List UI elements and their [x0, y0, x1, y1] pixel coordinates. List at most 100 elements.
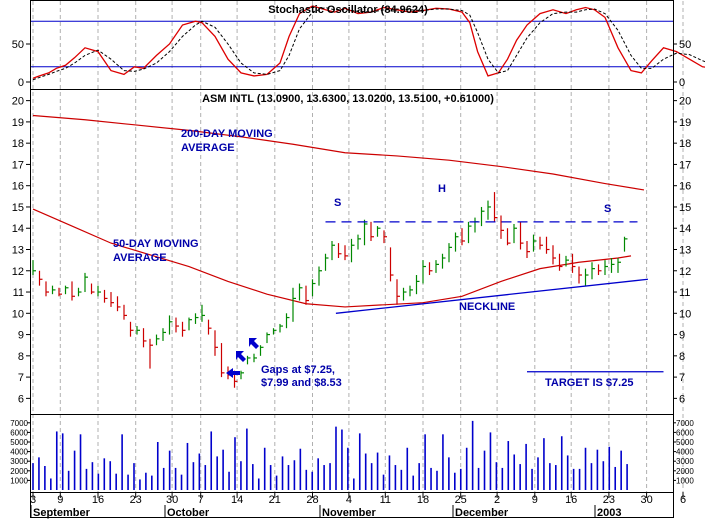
price-bar: [415, 275, 420, 295]
moving-average-line: [32, 114, 645, 191]
price-bar: [402, 287, 407, 301]
price-bar: [51, 285, 56, 295]
price-bar: [266, 332, 270, 344]
price-bar: [311, 279, 316, 297]
x-tick-label: 23: [603, 494, 615, 506]
y-tick-label: 7: [679, 372, 685, 384]
y-tick-label: 11: [679, 287, 690, 299]
price-bar: [259, 345, 264, 356]
price-bar: [71, 281, 75, 301]
left-shoulder-label: S: [334, 197, 341, 209]
price-bar: [422, 260, 426, 284]
neckline-line: [335, 278, 648, 314]
x-tick-label: 16: [92, 494, 104, 506]
y-tick-label: 18: [12, 138, 24, 150]
price-bar: [129, 321, 134, 337]
y-tick-label: 9: [18, 330, 24, 342]
price-bar: [168, 315, 173, 335]
y-tick-label: 2000: [10, 467, 28, 476]
price-bar: [116, 296, 121, 312]
arrow-icon: [249, 338, 259, 349]
y-tick-label: 2000: [676, 467, 694, 476]
ma50-label-line2: AVERAGE: [113, 252, 167, 264]
y-tick-label: 12: [12, 266, 24, 278]
y-tick-label: 50: [12, 39, 24, 51]
y-tick-label: 7000: [10, 419, 28, 428]
panel-frames: [30, 0, 674, 518]
neckline-label: NECKLINE: [459, 301, 515, 313]
y-tick-label: 20: [12, 96, 24, 108]
x-tick-label: 9: [532, 494, 538, 506]
price-bar: [246, 355, 251, 365]
y-tick-label: 7000: [676, 419, 694, 428]
price-bar: [38, 270, 43, 286]
y-tick-label: 15: [679, 202, 691, 214]
price-bar: [285, 313, 290, 329]
target-label: TARGET IS $7.25: [545, 377, 633, 389]
price-bar: [454, 232, 459, 252]
price-bar: [175, 317, 179, 333]
price-bar: [324, 253, 329, 271]
y-tick-label: 6000: [676, 428, 694, 437]
y-tick-label: 8: [18, 351, 24, 363]
x-tick-label: 7: [198, 494, 204, 506]
x-tick-label: 14: [231, 494, 243, 506]
price-bar: [396, 279, 400, 305]
price-bar: [526, 240, 530, 259]
y-tick-label: 11: [13, 287, 24, 299]
price-bar: [506, 228, 511, 246]
y-tick-label: 6000: [10, 428, 28, 437]
price-bar: [480, 206, 485, 227]
grid-lines: [32, 1, 684, 492]
y-tick-label: 6: [679, 393, 685, 405]
y-tick-label: 7: [18, 372, 24, 384]
price-bar: [409, 285, 413, 297]
x-tick-label: 2: [494, 494, 500, 506]
price-bar: [97, 285, 101, 297]
y-tick-label: 19: [679, 117, 691, 129]
y-tick-label: 5000: [10, 438, 28, 447]
price-bar: [103, 289, 108, 303]
y-tick-label: 16: [679, 181, 691, 193]
price-bar: [292, 287, 296, 322]
stochastic-series-line: [32, 5, 705, 79]
price-bar: [539, 236, 543, 250]
y-tick-label: 12: [679, 266, 691, 278]
price-bar: [344, 245, 348, 261]
y-tick-label: 18: [679, 138, 691, 150]
price-bar: [591, 262, 595, 280]
price-bar: [545, 236, 550, 254]
price-bar: [90, 283, 95, 295]
stochastic-title: Stochastic Oscillator (84.9624): [268, 4, 428, 16]
price-bar: [214, 330, 218, 356]
x-tick-label: 30: [640, 494, 652, 506]
price-bar: [493, 192, 498, 222]
price-bar: [519, 221, 524, 250]
month-label: December: [455, 507, 509, 519]
y-tick-label: 3000: [676, 457, 694, 466]
price-bar: [331, 240, 335, 261]
price-bar: [181, 321, 186, 337]
price-bar: [610, 258, 615, 273]
price-bar: [64, 285, 69, 295]
price-bar: [337, 243, 342, 259]
y-tick-label: 0: [18, 77, 24, 89]
price-bar: [58, 287, 62, 297]
x-tick-label: 4: [346, 494, 352, 506]
x-axis: 391623307142128411182529162330613Septemb…: [30, 492, 686, 519]
price-bar: [240, 370, 244, 380]
price-bar: [142, 328, 147, 348]
price-bar: [558, 253, 563, 271]
price-bar: [435, 260, 439, 273]
y-tick-label: 15: [12, 202, 24, 214]
price-bar: [84, 272, 88, 293]
gaps-label-line2: $7.99 and $8.53: [261, 377, 342, 389]
y-tick-label: 4000: [10, 448, 28, 457]
month-label: October: [167, 507, 210, 519]
month-label: November: [322, 507, 377, 519]
price-bar: [383, 230, 387, 244]
x-tick-label: 11: [380, 494, 391, 506]
price-bar: [162, 328, 166, 341]
price-bar: [77, 287, 82, 297]
